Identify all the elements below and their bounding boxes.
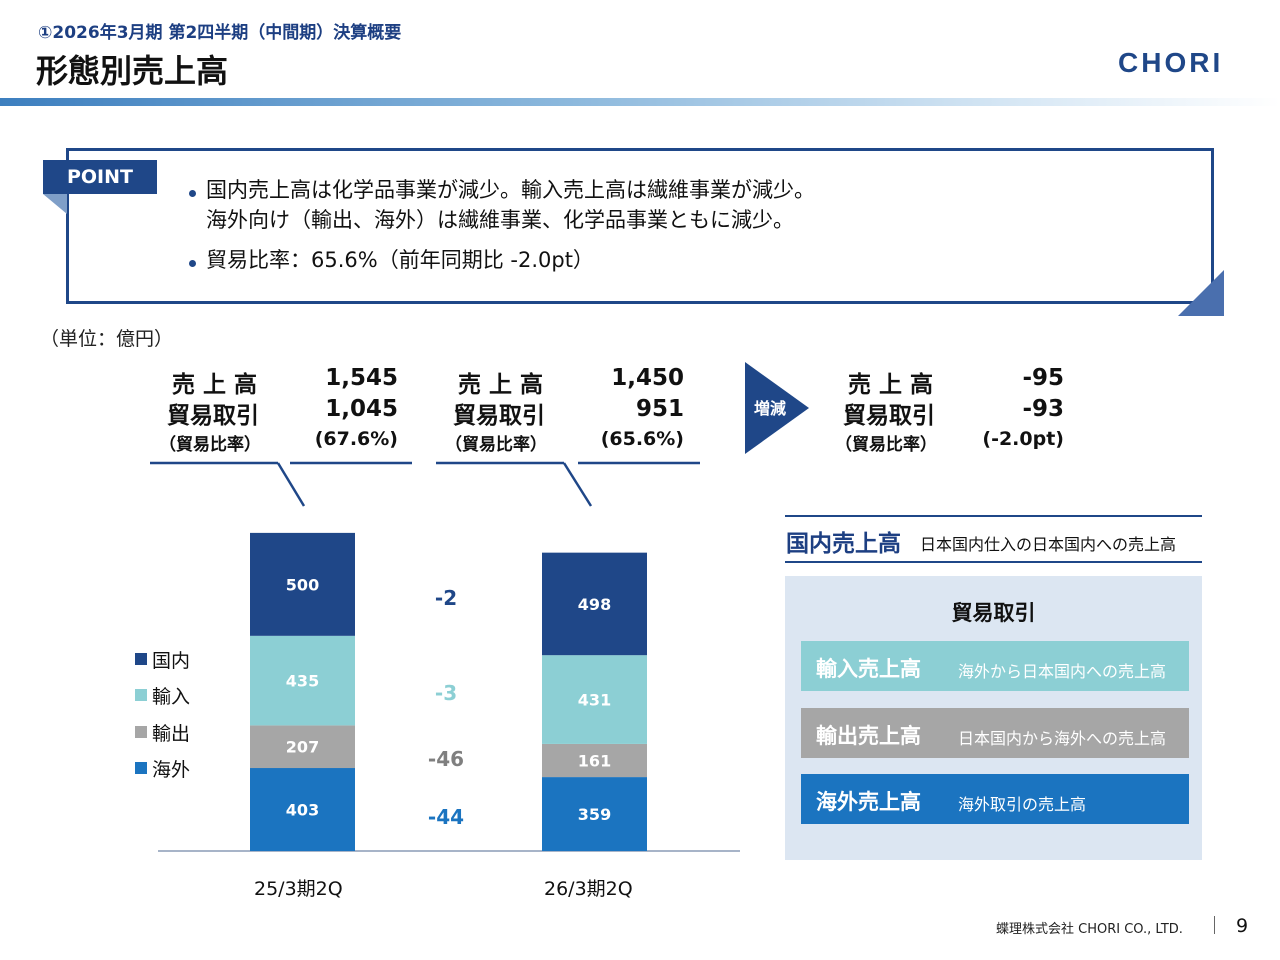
x-label-curr: 26/3期2Q xyxy=(544,878,633,900)
bar-value-domestic-1: 500 xyxy=(286,575,319,594)
bar-export-2 xyxy=(542,743,647,778)
change-trade-label: 貿易取引 xyxy=(843,403,935,429)
section-subtitle: ①2026年3月期 第2四半期（中間期）決算概要 xyxy=(38,23,402,43)
bar-value-domestic-2: 498 xyxy=(578,595,611,614)
curr-callout-line-diagonal xyxy=(562,462,593,507)
definition-top-rule xyxy=(785,515,1202,517)
overseas-definition-box: 海外売上高 海外取引の売上高 xyxy=(801,774,1189,824)
change-label-import: -3 xyxy=(435,681,457,705)
point-bullet-2: 貿易比率：65.6%（前年同期比 -2.0pt） xyxy=(206,248,594,272)
legend-swatch-domestic xyxy=(135,653,147,665)
prev-callout-line-diagonal xyxy=(276,462,306,507)
change-badge-label: 増減 xyxy=(754,399,786,418)
prev-sales-label: 売 上 高 xyxy=(172,372,258,398)
prev-ratio-value: (67.6%) xyxy=(314,428,398,450)
point-corner-fold xyxy=(1178,270,1224,316)
bar-domestic-2 xyxy=(542,552,647,656)
bar-value-export-1: 207 xyxy=(286,738,319,757)
sales-stacked-bar-chart: 403 207 435 500 359 161 431 498 -44 -46 -3 -2 xyxy=(158,532,740,852)
chori-logo: CHORI xyxy=(1118,47,1223,78)
curr-sales-label: 売 上 高 xyxy=(458,372,544,398)
change-label-domestic: -2 xyxy=(435,586,457,610)
trade-panel-title: 貿易取引 xyxy=(951,601,1036,625)
domestic-sales-heading: 国内売上高 xyxy=(786,531,901,557)
bar-value-export-2: 161 xyxy=(578,752,611,771)
logo-text: CHORI xyxy=(1118,47,1223,78)
prev-trade-label: 貿易取引 xyxy=(167,403,259,429)
point-tag: POINT xyxy=(43,160,157,194)
bullet-dot xyxy=(189,190,196,197)
legend-swatch-overseas xyxy=(135,762,147,774)
import-definition-label: 輸入売上高 xyxy=(816,657,921,681)
legend-swatch-export xyxy=(135,726,147,738)
import-definition-desc: 海外から日本国内への売上高 xyxy=(958,662,1167,681)
overseas-definition-label: 海外売上高 xyxy=(816,790,921,814)
bullet-dot xyxy=(189,260,196,267)
prev-trade-value: 1,045 xyxy=(325,396,398,422)
domestic-sales-description: 日本国内仕入の日本国内への売上高 xyxy=(920,535,1177,554)
change-ratio-value: (-2.0pt) xyxy=(982,428,1064,450)
export-definition-desc: 日本国内から海外への売上高 xyxy=(958,729,1167,748)
bar-export-1 xyxy=(250,725,355,769)
curr-trade-label: 貿易取引 xyxy=(453,403,545,429)
point-box xyxy=(66,148,1214,304)
point-bullet-1-line-1: 国内売上高は化学品事業が減少。輸入売上高は繊維事業が減少。 xyxy=(206,178,815,202)
bar-import-2 xyxy=(542,655,647,744)
bar-overseas-2 xyxy=(542,777,647,851)
legend-swatch-import xyxy=(135,689,147,701)
bar-value-overseas-2: 359 xyxy=(578,805,611,824)
bar-domestic-1 xyxy=(250,532,355,636)
point-bullet-1-line-2: 海外向け（輸出、海外）は繊維事業、化学品事業ともに減少。 xyxy=(206,208,794,232)
change-sales-value: -95 xyxy=(1022,365,1064,391)
footer-separator xyxy=(1214,916,1215,934)
point-tag-fold xyxy=(43,194,67,214)
footer-company: 蝶理株式会社 CHORI CO., LTD. xyxy=(996,922,1183,937)
legend-label-import: 輸入 xyxy=(152,686,191,708)
curr-trade-value: 951 xyxy=(635,396,684,422)
prev-sales-value: 1,545 xyxy=(325,365,398,391)
change-label-overseas: -44 xyxy=(428,805,464,829)
import-definition-box: 輸入売上高 海外から日本国内への売上高 xyxy=(801,641,1189,691)
change-label-export: -46 xyxy=(428,747,464,771)
export-definition-box: 輸出売上高 日本国内から海外への売上高 xyxy=(801,708,1189,758)
x-label-prev: 25/3期2Q xyxy=(254,878,343,900)
prev-ratio-label: （貿易比率） xyxy=(159,435,261,455)
page-title: 形態別売上高 xyxy=(36,52,229,90)
change-ratio-label: （貿易比率） xyxy=(835,435,937,455)
header-divider xyxy=(0,98,1280,106)
curr-ratio-label: （貿易比率） xyxy=(445,435,547,455)
bar-overseas-1 xyxy=(250,768,355,851)
bar-import-1 xyxy=(250,635,355,726)
legend-label-overseas: 海外 xyxy=(152,759,191,781)
bar-value-import-1: 435 xyxy=(286,672,319,691)
legend-label-domestic: 国内 xyxy=(152,650,191,672)
overseas-definition-desc: 海外取引の売上高 xyxy=(958,795,1087,814)
change-trade-value: -93 xyxy=(1022,396,1064,422)
page-number: 9 xyxy=(1236,915,1249,937)
change-arrow-icon: 増減 xyxy=(745,362,809,454)
bar-value-import-2: 431 xyxy=(578,691,611,710)
unit-label: （単位：億円） xyxy=(40,328,174,350)
curr-ratio-value: (65.6%) xyxy=(600,428,684,450)
export-definition-label: 輸出売上高 xyxy=(816,724,921,748)
change-sales-label: 売 上 高 xyxy=(848,372,934,398)
definition-bottom-rule xyxy=(785,561,1202,563)
legend-label-export: 輸出 xyxy=(152,723,191,745)
curr-sales-value: 1,450 xyxy=(611,365,684,391)
bar-value-overseas-1: 403 xyxy=(286,801,319,820)
